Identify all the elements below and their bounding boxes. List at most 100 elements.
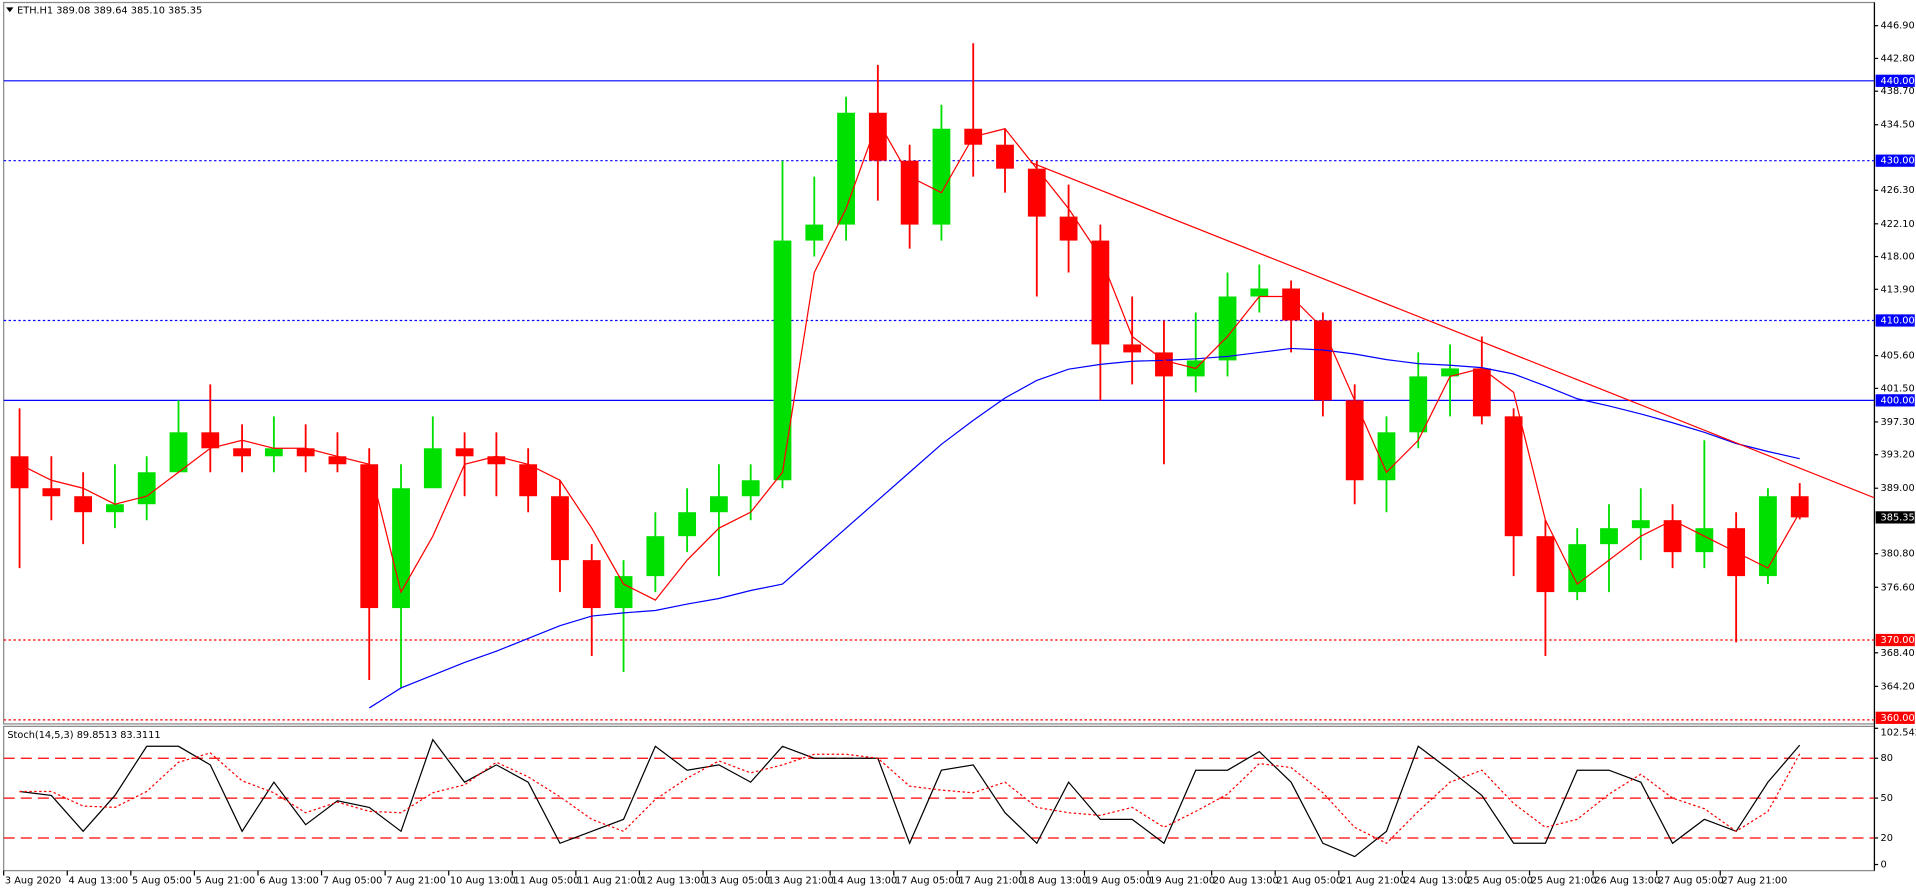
x-tick-label: 12 Aug 13:00 — [641, 875, 707, 886]
candle-body — [360, 464, 379, 609]
x-tick-label: 25 Aug 05:00 — [1467, 875, 1533, 886]
y-tick-label: 434.50 — [1881, 120, 1915, 131]
candle-body — [1536, 536, 1555, 593]
candle-body — [487, 456, 506, 465]
main-plot — [3, 43, 1875, 721]
level-label-bg — [1875, 633, 1915, 647]
stoch-tick-label: 0 — [1881, 860, 1887, 871]
stoch-header: Stoch(14,5,3) 89.8513 83.3111 — [7, 730, 160, 741]
y-tick-label: 413.90 — [1881, 284, 1915, 295]
x-tick-label: 17 Aug 05:00 — [895, 875, 961, 886]
x-tick-label: 14 Aug 13:00 — [831, 875, 897, 886]
stoch-tick-label: 20 — [1881, 833, 1893, 844]
y-tick-label: 426.30 — [1881, 185, 1915, 196]
y-tick-label: 405.60 — [1881, 351, 1915, 362]
x-tick-label: 20 Aug 13:00 — [1213, 875, 1279, 886]
y-tick-label: 418.00 — [1881, 252, 1915, 263]
candle-body — [1218, 296, 1237, 361]
candle-body — [1472, 368, 1491, 417]
candle-body — [1027, 168, 1046, 217]
candle-body — [1441, 368, 1459, 377]
candle-body — [423, 448, 442, 489]
candle-body — [455, 448, 474, 457]
candle-body — [519, 464, 538, 497]
x-tick-label: 24 Aug 13:00 — [1404, 875, 1470, 886]
chart-header: ETH.H1 389.08 389.64 385.10 385.35 — [17, 5, 202, 16]
candle-body — [1631, 520, 1650, 529]
candle-body — [1695, 528, 1714, 553]
x-tick-label: 26 Aug 13:00 — [1594, 875, 1660, 886]
y-tick-label: 380.80 — [1881, 549, 1915, 560]
candle-body — [868, 112, 887, 161]
candle-body — [264, 448, 283, 457]
ma-fast — [19, 119, 1801, 601]
y-tick-label: 438.70 — [1881, 86, 1915, 97]
level-label-bg — [1875, 711, 1915, 724]
y-tick-label: 401.50 — [1881, 383, 1915, 394]
y-tick-label: 393.20 — [1881, 450, 1915, 461]
candle-body — [1282, 288, 1301, 321]
y-tick-label: 397.30 — [1881, 417, 1915, 428]
level-label-bg — [1875, 314, 1915, 327]
x-tick-label: 5 Aug 21:00 — [196, 875, 256, 886]
stoch-plot — [3, 738, 1875, 858]
candle-body — [42, 488, 61, 497]
stoch-main — [19, 738, 1801, 858]
candle-body — [74, 496, 93, 513]
ohlc-open: 389.08 — [56, 5, 90, 16]
y-tick-label: 446.90 — [1881, 21, 1915, 32]
x-tick-label: 13 Aug 21:00 — [768, 875, 834, 886]
level-label-bg — [1875, 74, 1915, 87]
candle-body — [1155, 352, 1173, 377]
x-tick-label: 5 Aug 05:00 — [132, 875, 192, 886]
level-label: 440.00 — [1881, 76, 1915, 87]
price-label-bg — [1875, 511, 1915, 524]
level-label: 410.00 — [1881, 315, 1915, 326]
candle-body — [392, 488, 410, 609]
x-tick-label: 21 Aug 21:00 — [1340, 875, 1406, 886]
candle-body — [137, 472, 156, 505]
candle-body — [1059, 216, 1078, 241]
candle-body — [1123, 344, 1142, 353]
x-tick-label: 21 Aug 05:00 — [1276, 875, 1342, 886]
candle-body — [1345, 400, 1364, 481]
x-tick-label: 18 Aug 13:00 — [1022, 875, 1088, 886]
y-tick-label: 364.20 — [1881, 681, 1915, 692]
ohlc-close: 385.35 — [168, 5, 202, 16]
x-tick-label: 27 Aug 05:00 — [1658, 875, 1724, 886]
x-tick-label: 19 Aug 05:00 — [1086, 875, 1152, 886]
trendline — [1030, 161, 1875, 499]
candle-body — [1600, 528, 1618, 545]
stoch-tick-label: 50 — [1881, 793, 1893, 804]
y-tick-label: 389.00 — [1881, 483, 1915, 494]
candle-body — [1250, 288, 1269, 297]
symbol: ETH.H1 — [17, 5, 53, 16]
candle-body — [614, 576, 633, 609]
ohlc-low: 385.10 — [131, 5, 165, 16]
stoch-signal — [19, 752, 1801, 845]
price-label: 385.35 — [1881, 512, 1915, 523]
candle-body — [201, 432, 220, 449]
candle-body — [296, 448, 315, 457]
stoch-title: Stoch(14,5,3) — [7, 730, 73, 741]
x-tick-label: 17 Aug 21:00 — [959, 875, 1025, 886]
ohlc-high: 389.64 — [93, 5, 127, 16]
x-tick-label: 11 Aug 05:00 — [514, 875, 580, 886]
candle-body — [710, 496, 728, 513]
candle-body — [1663, 520, 1682, 553]
x-tick-label: 25 Aug 21:00 — [1531, 875, 1597, 886]
y-tick-label: 368.40 — [1881, 648, 1915, 659]
x-tick-label: 4 Aug 13:00 — [68, 875, 128, 886]
candle-body — [932, 128, 951, 225]
level-label: 400.00 — [1881, 395, 1915, 406]
candle-body — [1568, 544, 1587, 593]
stoch-tick-label: 80 — [1881, 753, 1893, 764]
stoch-tick-label: 102.5422 — [1881, 727, 1916, 738]
level-label-bg — [1875, 394, 1915, 407]
candle-body — [10, 456, 29, 489]
y-tick-label: 442.80 — [1881, 53, 1915, 64]
x-tick-label: 6 Aug 13:00 — [259, 875, 319, 886]
x-tick-label: 27 Aug 21:00 — [1721, 875, 1787, 886]
